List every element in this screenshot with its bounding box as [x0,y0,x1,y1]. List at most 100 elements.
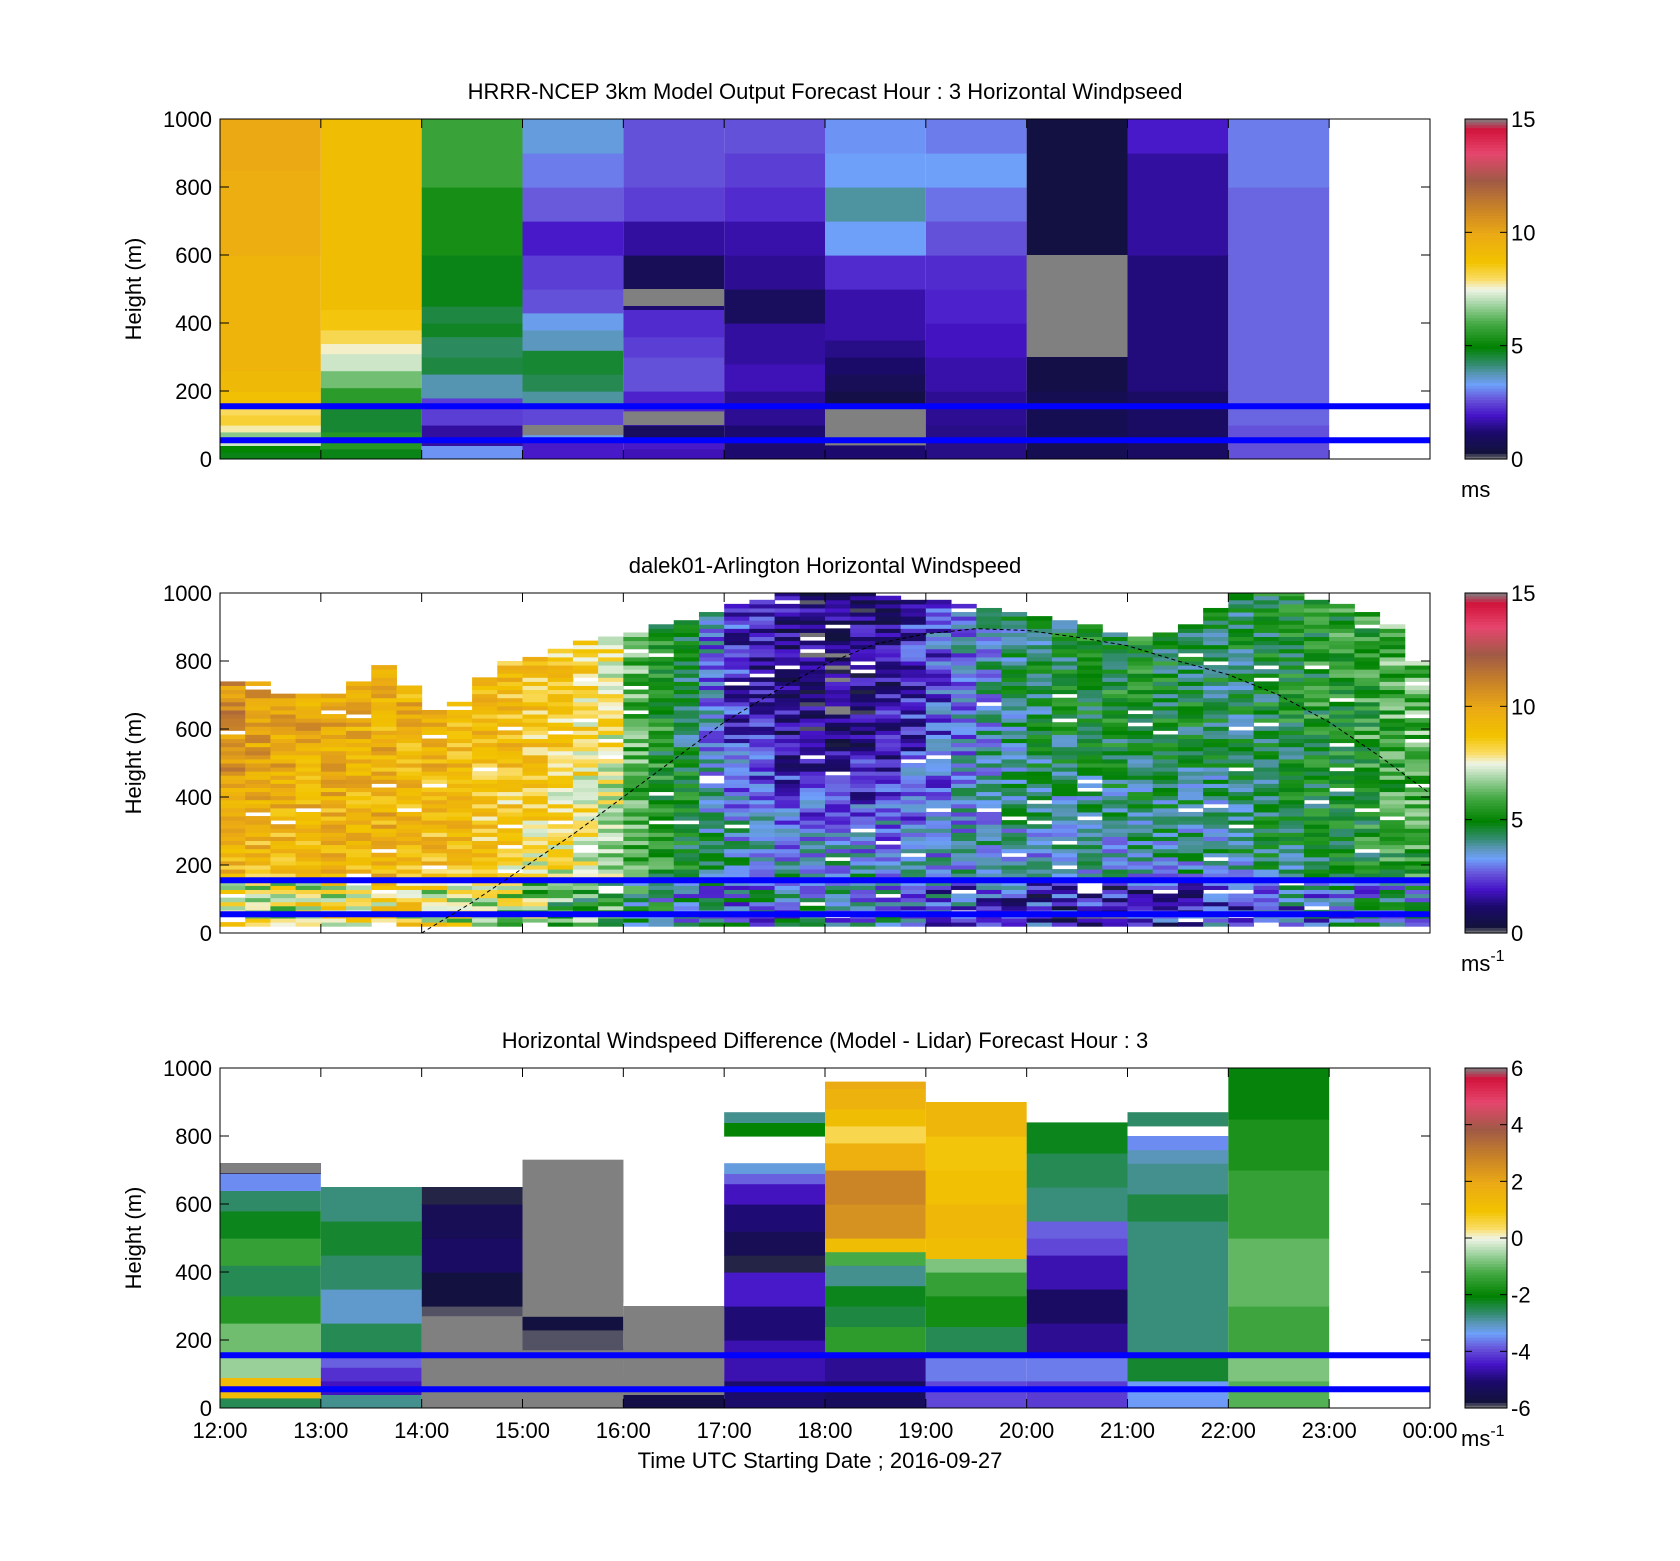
lidar-bin [1278,718,1305,723]
lidar-bin [245,689,271,695]
lidar-bin [346,718,372,723]
lidar-bin [1228,746,1255,752]
lidar-bin [623,693,650,699]
lidar-bin [1127,848,1154,854]
lidar-bin [976,689,1002,695]
lidar-bin [623,771,650,776]
lidar-bin [1404,795,1430,801]
lidar-bin [547,718,574,723]
lidar-bin [673,893,700,899]
lidar-bin [320,718,347,723]
lidar-bin [799,677,826,682]
lidar-bin [1203,918,1229,923]
lidar-bin [749,665,776,670]
lidar-bin [875,620,902,625]
lidar-bin [497,783,523,788]
lidar-bin [925,881,952,886]
lidar-bin [850,640,876,646]
lidar-bin [1051,648,1078,654]
lidar-bin [270,852,297,858]
lidar-bin [1404,689,1430,695]
lidar-bin [1077,722,1103,727]
lidar-bin [1026,840,1053,846]
lidar-bin [245,709,271,715]
lidar-bin [1051,889,1078,895]
lidar-bin [673,718,700,723]
lidar-bin [1001,640,1028,646]
lidar-bin [1329,726,1355,731]
lidar-bin [1051,791,1078,797]
heatmap-cell [825,1142,926,1171]
lidar-bin [1379,718,1406,723]
lidar-bin [598,722,624,727]
colorbar-swatch [1465,308,1507,313]
lidar-bin [623,644,650,650]
lidar-bin [320,791,347,797]
lidar-bin [648,860,675,866]
lidar-bin [724,901,750,907]
lidar-bin [1026,848,1053,854]
lidar-bin [1102,852,1128,858]
lidar-bin [1051,750,1078,756]
lidar-bin [774,836,801,842]
lidar-bin [1077,738,1103,744]
heatmap-cell [1228,1306,1330,1355]
lidar-bin [1051,673,1078,678]
lidar-bin [825,873,851,878]
lidar-bin [850,779,876,784]
lidar-bin [1152,714,1179,719]
lidar-bin [1228,775,1255,780]
heatmap-cell [220,1397,321,1408]
lidar-bin [976,816,1002,821]
lidar-bin [1077,820,1103,825]
lidar-bin [1253,705,1280,711]
lidar-bin [1127,644,1154,650]
colorbar-swatch [1465,427,1507,432]
lidar-bin [1127,787,1154,793]
lidar-bin [825,734,851,740]
lidar-bin [396,828,423,833]
lidar-bin [572,746,599,752]
lidar-bin [799,652,826,658]
lidar-bin [1177,750,1204,756]
lidar-bin [320,869,347,874]
lidar-bin [925,901,952,907]
colorbar-swatch [1465,150,1507,154]
y-tick-label: 400 [175,1260,212,1285]
lidar-bin [623,661,650,666]
lidar-bin [522,824,549,829]
lidar-bin [1051,918,1078,923]
heatmap-cell [220,452,321,459]
lidar-bin [472,807,498,813]
lidar-bin [446,811,473,817]
nodata-cell [623,1309,725,1395]
colorbar-unit-exponent: -1 [1490,948,1504,965]
colorbar-swatch [1465,192,1507,197]
lidar-bin [1278,811,1305,817]
lidar-bin [572,881,599,886]
lidar-bin [774,791,801,797]
lidar-bin [774,885,801,890]
lidar-bin [1228,791,1255,797]
colorbar-swatch [1465,209,1507,214]
lidar-bin [724,783,750,788]
colorbar-swatch [1465,1283,1507,1287]
lidar-bin [1001,624,1028,629]
colorbar-swatch [1465,1385,1507,1389]
x-tick-label: 17:00 [697,1418,752,1443]
lidar-bin [774,824,801,829]
lidar-bin [497,807,523,813]
lidar-bin [270,873,297,878]
lidar-bin [522,893,549,899]
lidar-bin [1228,612,1255,617]
colorbar-swatch [1465,1141,1507,1146]
lidar-bin [1329,905,1355,911]
colorbar-swatch [1465,359,1507,364]
lidar-bin [1278,628,1305,633]
lidar-bin [925,705,952,711]
lidar-bin [1303,791,1330,797]
lidar-bin [320,722,347,727]
lidar-bin [1051,807,1078,813]
lidar-bin [1379,918,1406,923]
colorbar-swatch [1465,181,1507,185]
